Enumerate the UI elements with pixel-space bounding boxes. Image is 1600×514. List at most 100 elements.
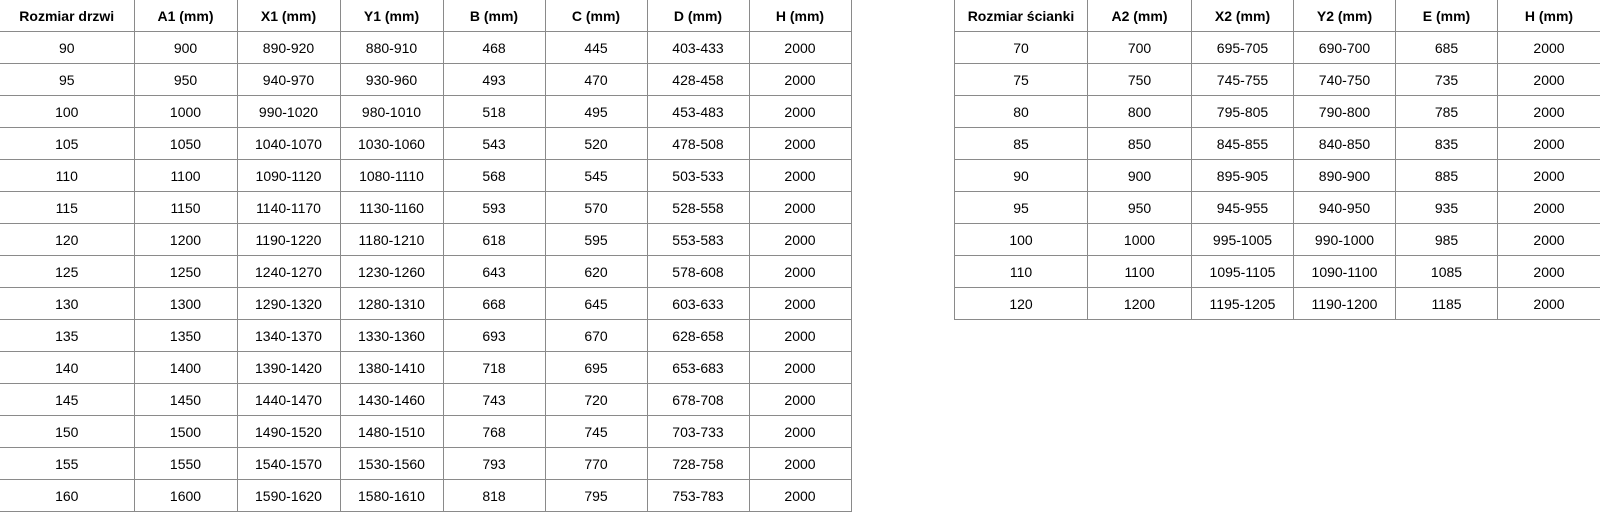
table-cell: 790-800 [1293, 95, 1396, 128]
table-cell: 100 [0, 95, 135, 128]
table-cell: 930-960 [339, 63, 444, 96]
table-cell: 1185 [1395, 287, 1498, 320]
table-cell: 718 [442, 351, 546, 384]
table-cell: 2000 [748, 447, 852, 480]
table-row: 115 1150 1140-1170 1130-1160 593 570 528-558 20… [0, 191, 852, 224]
table-cell: 1000 [133, 95, 238, 128]
header-row: Rozmiar ścianki A2 (mm) X2 (mm) Y2 (mm) E (m… [954, 0, 1600, 32]
column-header: A1 (mm) [133, 0, 238, 32]
table-cell: 785 [1395, 95, 1498, 128]
table-cell: 800 [1087, 95, 1192, 128]
table-cell: 1150 [133, 191, 238, 224]
table-cell: 628-658 [646, 319, 750, 352]
table-cell: 603-633 [646, 287, 750, 320]
table-cell: 1040-1070 [236, 127, 341, 160]
table-cell: 795-805 [1191, 95, 1294, 128]
table-cell: 703-733 [646, 415, 750, 448]
table-cell: 160 [0, 479, 135, 512]
table-cell: 1085 [1395, 255, 1498, 288]
table-cell: 545 [544, 159, 648, 192]
table-cell: 2000 [1497, 255, 1600, 288]
table-cell: 850 [1087, 127, 1192, 160]
column-header: D (mm) [646, 0, 750, 32]
table-row: 140 1400 1390-1420 1380-1410 718 695 653-683 20… [0, 351, 852, 384]
table-cell: 795 [544, 479, 648, 512]
door-dimensions-table: Rozmiar drzwi A1 (mm) X1 (mm) Y1 (mm) B (mm)… [0, 0, 852, 512]
table-row: 80 800 795-805 790-800 785 2000 [954, 95, 1600, 128]
table-cell: 940-970 [236, 63, 341, 96]
table-cell: 1130-1160 [339, 191, 444, 224]
table-cell: 428-458 [646, 63, 750, 96]
table-cell: 468 [442, 31, 546, 64]
table-cell: 670 [544, 319, 648, 352]
table-cell: 1200 [1087, 287, 1192, 320]
column-header: E (mm) [1395, 0, 1498, 32]
header-row: Rozmiar drzwi A1 (mm) X1 (mm) Y1 (mm) B (mm)… [0, 0, 852, 32]
table-cell: 950 [133, 63, 238, 96]
table-cell: 1050 [133, 127, 238, 160]
table-cell: 818 [442, 479, 546, 512]
column-header: Rozmiar drzwi [0, 0, 135, 32]
table-cell: 140 [0, 351, 135, 384]
table-cell: 1330-1360 [339, 319, 444, 352]
table-cell: 835 [1395, 127, 1498, 160]
table-row: 110 1100 1090-1120 1080-1110 568 545 503-533 20… [0, 159, 852, 192]
table-cell: 2000 [1497, 287, 1600, 320]
table-row: 125 1250 1240-1270 1230-1260 643 620 578-608 20… [0, 255, 852, 288]
table-cell: 1500 [133, 415, 238, 448]
table-cell: 885 [1395, 159, 1498, 192]
column-header: Y2 (mm) [1293, 0, 1396, 32]
table-cell: 90 [0, 31, 135, 64]
table-cell: 995-1005 [1191, 223, 1294, 256]
table-cell: 1530-1560 [339, 447, 444, 480]
column-header: X1 (mm) [236, 0, 341, 32]
table-cell: 70 [954, 31, 1088, 64]
table-cell: 743 [442, 383, 546, 416]
table-cell: 668 [442, 287, 546, 320]
table-row: 130 1300 1290-1320 1280-1310 668 645 603-633 20… [0, 287, 852, 320]
table-cell: 2000 [1497, 127, 1600, 160]
table-cell: 595 [544, 223, 648, 256]
table-cell: 1600 [133, 479, 238, 512]
table-row: 100 1000 990-1020 980-1010 518 495 453-483 2000 [0, 95, 852, 128]
table-cell: 2000 [748, 319, 852, 352]
table-cell: 1550 [133, 447, 238, 480]
column-header: Rozmiar ścianki [954, 0, 1088, 32]
table-cell: 2000 [1497, 159, 1600, 192]
table-cell: 690-700 [1293, 31, 1396, 64]
table-cell: 2000 [748, 287, 852, 320]
table-cell: 1380-1410 [339, 351, 444, 384]
table-cell: 453-483 [646, 95, 750, 128]
table-row: 110 1100 1095-1105 1090-1100 1085 2000 [954, 255, 1600, 288]
table-cell: 1280-1310 [339, 287, 444, 320]
column-header: H (mm) [748, 0, 852, 32]
table-row: 100 1000 995-1005 990-1000 985 2000 [954, 223, 1600, 256]
table-cell: 1090-1120 [236, 159, 341, 192]
table-row: 120 1200 1195-1205 1190-1200 1185 2000 [954, 287, 1600, 320]
column-header: X2 (mm) [1191, 0, 1294, 32]
table-cell: 900 [133, 31, 238, 64]
table-row: 145 1450 1440-1470 1430-1460 743 720 678-708 20… [0, 383, 852, 416]
table-cell: 568 [442, 159, 546, 192]
table-cell: 990-1020 [236, 95, 341, 128]
table-cell: 890-920 [236, 31, 341, 64]
table-cell: 1480-1510 [339, 415, 444, 448]
table-cell: 2000 [748, 63, 852, 96]
table-cell: 478-508 [646, 127, 750, 160]
table-cell: 935 [1395, 191, 1498, 224]
table-cell: 720 [544, 383, 648, 416]
table-cell: 643 [442, 255, 546, 288]
table-cell: 1000 [1087, 223, 1192, 256]
table-cell: 553-583 [646, 223, 750, 256]
table-cell: 950 [1087, 191, 1192, 224]
table-cell: 105 [0, 127, 135, 160]
table-cell: 110 [954, 255, 1088, 288]
table-cell: 2000 [1497, 95, 1600, 128]
table-cell: 1030-1060 [339, 127, 444, 160]
table-cell: 1390-1420 [236, 351, 341, 384]
table-cell: 1400 [133, 351, 238, 384]
table-cell: 150 [0, 415, 135, 448]
table-cell: 120 [0, 223, 135, 256]
table-cell: 145 [0, 383, 135, 416]
table-cell: 2000 [1497, 31, 1600, 64]
